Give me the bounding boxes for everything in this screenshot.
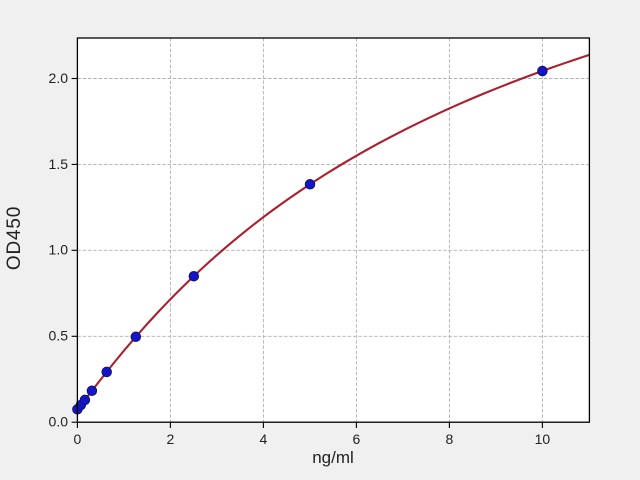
svg-text:2: 2 (167, 431, 175, 447)
svg-text:6: 6 (353, 431, 361, 447)
svg-text:1.0: 1.0 (49, 242, 69, 258)
svg-text:1.5: 1.5 (49, 156, 69, 172)
svg-text:8: 8 (446, 431, 454, 447)
svg-text:0: 0 (74, 431, 82, 447)
svg-text:0.0: 0.0 (49, 414, 69, 430)
svg-text:0.5: 0.5 (49, 328, 69, 344)
svg-text:2.0: 2.0 (49, 70, 69, 86)
svg-text:10: 10 (535, 431, 551, 447)
svg-text:ng/ml: ng/ml (312, 448, 354, 467)
svg-text:4: 4 (260, 431, 268, 447)
svg-text:OD450: OD450 (4, 206, 25, 270)
